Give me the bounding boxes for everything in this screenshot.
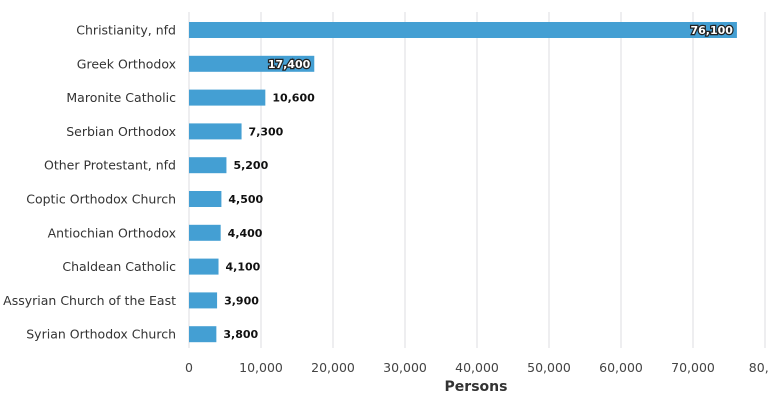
data-label: 3,800 [223, 328, 258, 341]
x-tick-label: 30,000 [383, 360, 427, 375]
x-tick-label: 70,000 [671, 360, 715, 375]
data-label: 4,400 [228, 227, 263, 240]
bar[interactable] [189, 191, 222, 207]
bar[interactable] [189, 123, 242, 140]
bars: 76,100 17,400 10,600 7,300 5,200 4,500 4,400 4,… [189, 22, 737, 343]
data-label: 4,100 [226, 261, 261, 274]
bar[interactable] [189, 89, 266, 106]
x-tick-label: 80,… [749, 360, 768, 375]
bar[interactable] [189, 55, 315, 72]
bar[interactable] [189, 326, 217, 343]
category-label: Coptic Orthodox Church [26, 192, 176, 207]
category-label: Maronite Catholic [66, 90, 176, 105]
bar[interactable] [189, 258, 219, 275]
data-label: 10,600 [272, 92, 315, 105]
data-label: 17,400 [268, 58, 311, 71]
category-label: Assyrian Church of the East [3, 293, 176, 308]
x-tick-labels: 0 10,000 20,000 30,000 40,000 50,000 60,000 70,… [185, 360, 768, 375]
x-tick-label: 10,000 [239, 360, 283, 375]
data-label: 7,300 [249, 125, 284, 138]
category-label: Antiochian Orthodox [48, 225, 176, 240]
data-label: 5,200 [233, 159, 268, 172]
data-label: 76,100 [690, 24, 733, 37]
category-label: Syrian Orthodox Church [26, 327, 176, 342]
bar[interactable] [189, 157, 227, 174]
x-tick-label: 50,000 [527, 360, 571, 375]
category-label: Chaldean Catholic [62, 259, 176, 274]
x-tick-label: 20,000 [311, 360, 355, 375]
bar[interactable] [189, 224, 221, 241]
x-tick-label: 60,000 [599, 360, 643, 375]
category-label: Christianity, nfd [76, 23, 176, 38]
bar[interactable] [189, 292, 218, 309]
category-labels: Christianity, nfd Greek Orthodox Maronite … [3, 23, 176, 342]
bar[interactable] [189, 22, 737, 38]
category-label: Other Protestant, nfd [44, 158, 176, 173]
x-axis-label: Persons [445, 379, 508, 395]
data-label: 3,900 [224, 294, 259, 307]
data-label: 4,500 [228, 193, 263, 206]
category-label: Serbian Orthodox [66, 124, 176, 139]
x-tick-label: 40,000 [455, 360, 499, 375]
x-tick-label: 0 [185, 360, 193, 375]
category-label: Greek Orthodox [77, 56, 176, 71]
